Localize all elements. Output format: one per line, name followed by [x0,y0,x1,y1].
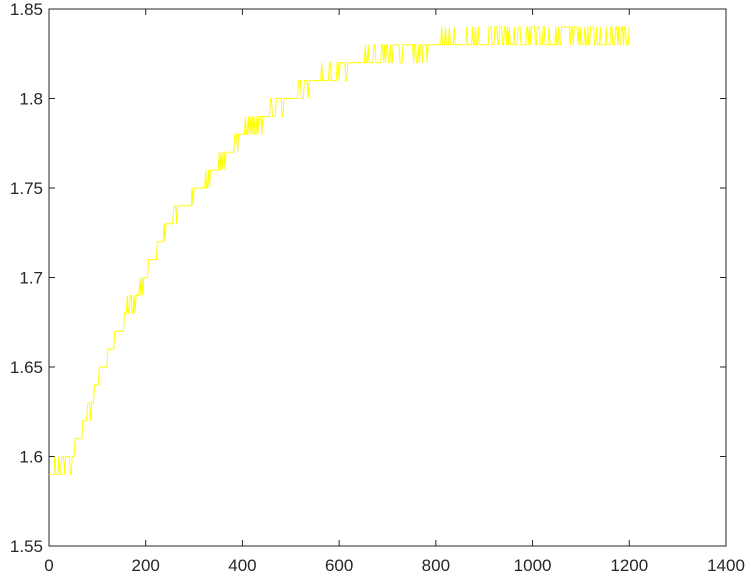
series-line-0 [49,26,630,475]
y-tick-label: 1.55 [10,537,43,556]
x-tick-label: 0 [44,556,53,575]
x-tick-label: 600 [325,556,353,575]
y-tick-label: 1.7 [19,269,43,288]
x-tick-label: 800 [422,556,450,575]
x-tick-label: 200 [132,556,160,575]
y-tick-label: 1.65 [10,358,43,377]
x-tick-label: 1200 [610,556,648,575]
x-tick-label: 1400 [707,556,745,575]
y-axis: 1.55 1.6 1.65 1.7 1.75 1.8 1.85 [10,0,726,556]
x-tick-label: 400 [228,556,256,575]
y-tick-label: 1.75 [10,179,43,198]
y-tick-label: 1.8 [19,90,43,109]
y-tick-label: 1.85 [10,0,43,19]
series-layer [49,26,630,475]
plot-area [48,8,727,547]
x-axis: 0 200 400 600 800 1000 1200 1400 [44,9,745,575]
y-tick-label: 1.6 [19,448,43,467]
x-tick-label: 1000 [514,556,552,575]
